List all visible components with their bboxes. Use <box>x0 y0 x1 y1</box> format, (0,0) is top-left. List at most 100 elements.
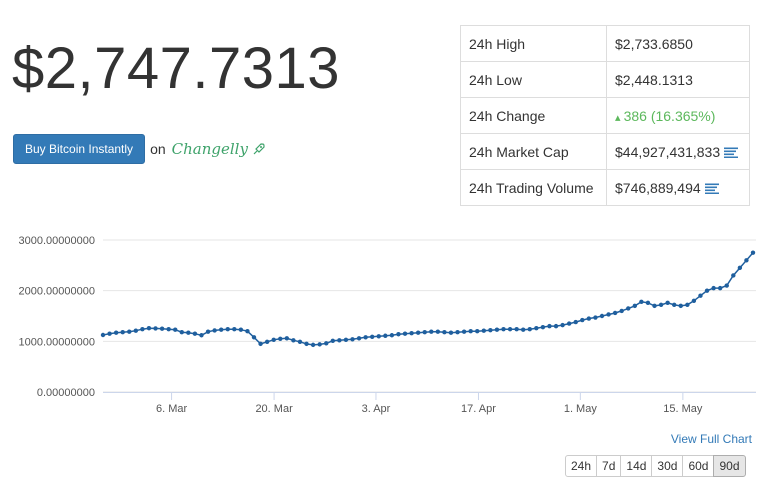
data-point[interactable] <box>566 321 572 326</box>
data-point[interactable] <box>402 331 408 336</box>
data-point[interactable] <box>468 329 473 334</box>
data-point[interactable] <box>435 329 441 334</box>
data-point[interactable] <box>580 317 585 323</box>
data-point[interactable] <box>324 341 329 346</box>
data-point[interactable] <box>238 327 244 332</box>
data-point[interactable] <box>507 326 513 332</box>
data-point[interactable] <box>547 323 552 329</box>
bars-icon[interactable] <box>704 183 719 195</box>
data-point[interactable] <box>481 328 487 333</box>
data-point[interactable] <box>291 338 296 343</box>
data-point[interactable] <box>389 333 395 338</box>
data-point[interactable] <box>599 313 605 319</box>
data-point[interactable] <box>488 327 493 333</box>
data-point[interactable] <box>685 302 690 308</box>
data-point[interactable] <box>632 303 638 309</box>
data-point[interactable] <box>586 316 592 321</box>
data-point[interactable] <box>350 337 355 342</box>
data-point[interactable] <box>606 312 611 317</box>
data-point[interactable] <box>113 330 119 335</box>
data-point[interactable] <box>232 326 237 332</box>
data-point[interactable] <box>369 334 375 339</box>
data-point[interactable] <box>356 336 362 341</box>
data-point[interactable] <box>159 326 165 331</box>
data-point[interactable] <box>278 336 283 341</box>
data-point[interactable] <box>271 337 276 343</box>
view-full-chart-link[interactable]: View Full Chart <box>670 432 752 446</box>
data-point[interactable] <box>120 330 125 335</box>
data-point[interactable] <box>337 338 342 343</box>
range-7d-button[interactable]: 7d <box>596 455 622 477</box>
data-point[interactable] <box>199 333 204 338</box>
data-point[interactable] <box>317 342 322 347</box>
data-point[interactable] <box>409 331 414 336</box>
data-point[interactable] <box>691 298 697 303</box>
data-point[interactable] <box>363 335 368 340</box>
data-point[interactable] <box>698 293 703 298</box>
changelly-logo[interactable]: Changelly <box>172 140 266 158</box>
data-point[interactable] <box>475 329 480 334</box>
data-point[interactable] <box>205 329 211 334</box>
data-point[interactable] <box>173 327 178 332</box>
data-point[interactable] <box>514 326 519 332</box>
data-point[interactable] <box>724 283 729 288</box>
data-point[interactable] <box>396 332 401 337</box>
range-14d-button[interactable]: 14d <box>620 455 653 477</box>
data-point[interactable] <box>297 339 303 345</box>
data-point[interactable] <box>560 322 565 328</box>
data-point[interactable] <box>146 325 152 331</box>
data-point[interactable] <box>258 341 263 347</box>
data-point[interactable] <box>652 303 657 309</box>
data-point[interactable] <box>251 335 257 340</box>
data-point[interactable] <box>140 326 145 332</box>
data-point[interactable] <box>639 299 644 305</box>
data-point[interactable] <box>461 329 467 334</box>
data-point[interactable] <box>218 327 224 332</box>
range-30d-button[interactable]: 30d <box>651 455 684 477</box>
data-point[interactable] <box>612 310 618 316</box>
data-point[interactable] <box>376 334 381 339</box>
data-point[interactable] <box>704 288 710 293</box>
data-point[interactable] <box>422 330 427 335</box>
data-point[interactable] <box>619 308 624 314</box>
range-24h-button[interactable]: 24h <box>565 455 598 477</box>
data-point[interactable] <box>245 329 250 334</box>
data-point[interactable] <box>494 327 500 332</box>
bars-icon[interactable] <box>724 147 739 159</box>
data-point[interactable] <box>750 250 756 255</box>
data-point[interactable] <box>225 326 230 332</box>
data-point[interactable] <box>665 300 670 306</box>
data-point[interactable] <box>343 337 349 343</box>
data-point[interactable] <box>626 306 631 311</box>
data-point[interactable] <box>717 285 723 291</box>
data-point[interactable] <box>534 325 539 331</box>
data-point[interactable] <box>133 328 139 333</box>
data-point[interactable] <box>521 327 526 332</box>
data-point[interactable] <box>593 315 598 320</box>
data-point[interactable] <box>744 258 749 263</box>
data-point[interactable] <box>731 273 736 278</box>
data-point[interactable] <box>383 333 388 338</box>
data-point[interactable] <box>192 331 198 336</box>
data-point[interactable] <box>304 341 309 347</box>
data-point[interactable] <box>658 302 664 308</box>
data-point[interactable] <box>186 330 191 335</box>
data-point[interactable] <box>501 326 506 332</box>
data-point[interactable] <box>264 339 270 345</box>
data-point[interactable] <box>455 330 460 335</box>
data-point[interactable] <box>415 330 421 335</box>
data-point[interactable] <box>553 323 559 329</box>
data-point[interactable] <box>100 332 106 338</box>
data-point[interactable] <box>448 330 454 335</box>
data-point[interactable] <box>442 330 447 335</box>
range-60d-button[interactable]: 60d <box>682 455 715 477</box>
data-point[interactable] <box>153 326 158 331</box>
data-point[interactable] <box>212 328 217 333</box>
buy-bitcoin-button[interactable]: Buy Bitcoin Instantly <box>13 134 146 164</box>
data-point[interactable] <box>737 265 743 271</box>
data-point[interactable] <box>645 300 651 306</box>
data-point[interactable] <box>284 336 290 341</box>
data-point[interactable] <box>330 338 335 344</box>
data-point[interactable] <box>573 319 578 325</box>
data-point[interactable] <box>310 342 316 348</box>
